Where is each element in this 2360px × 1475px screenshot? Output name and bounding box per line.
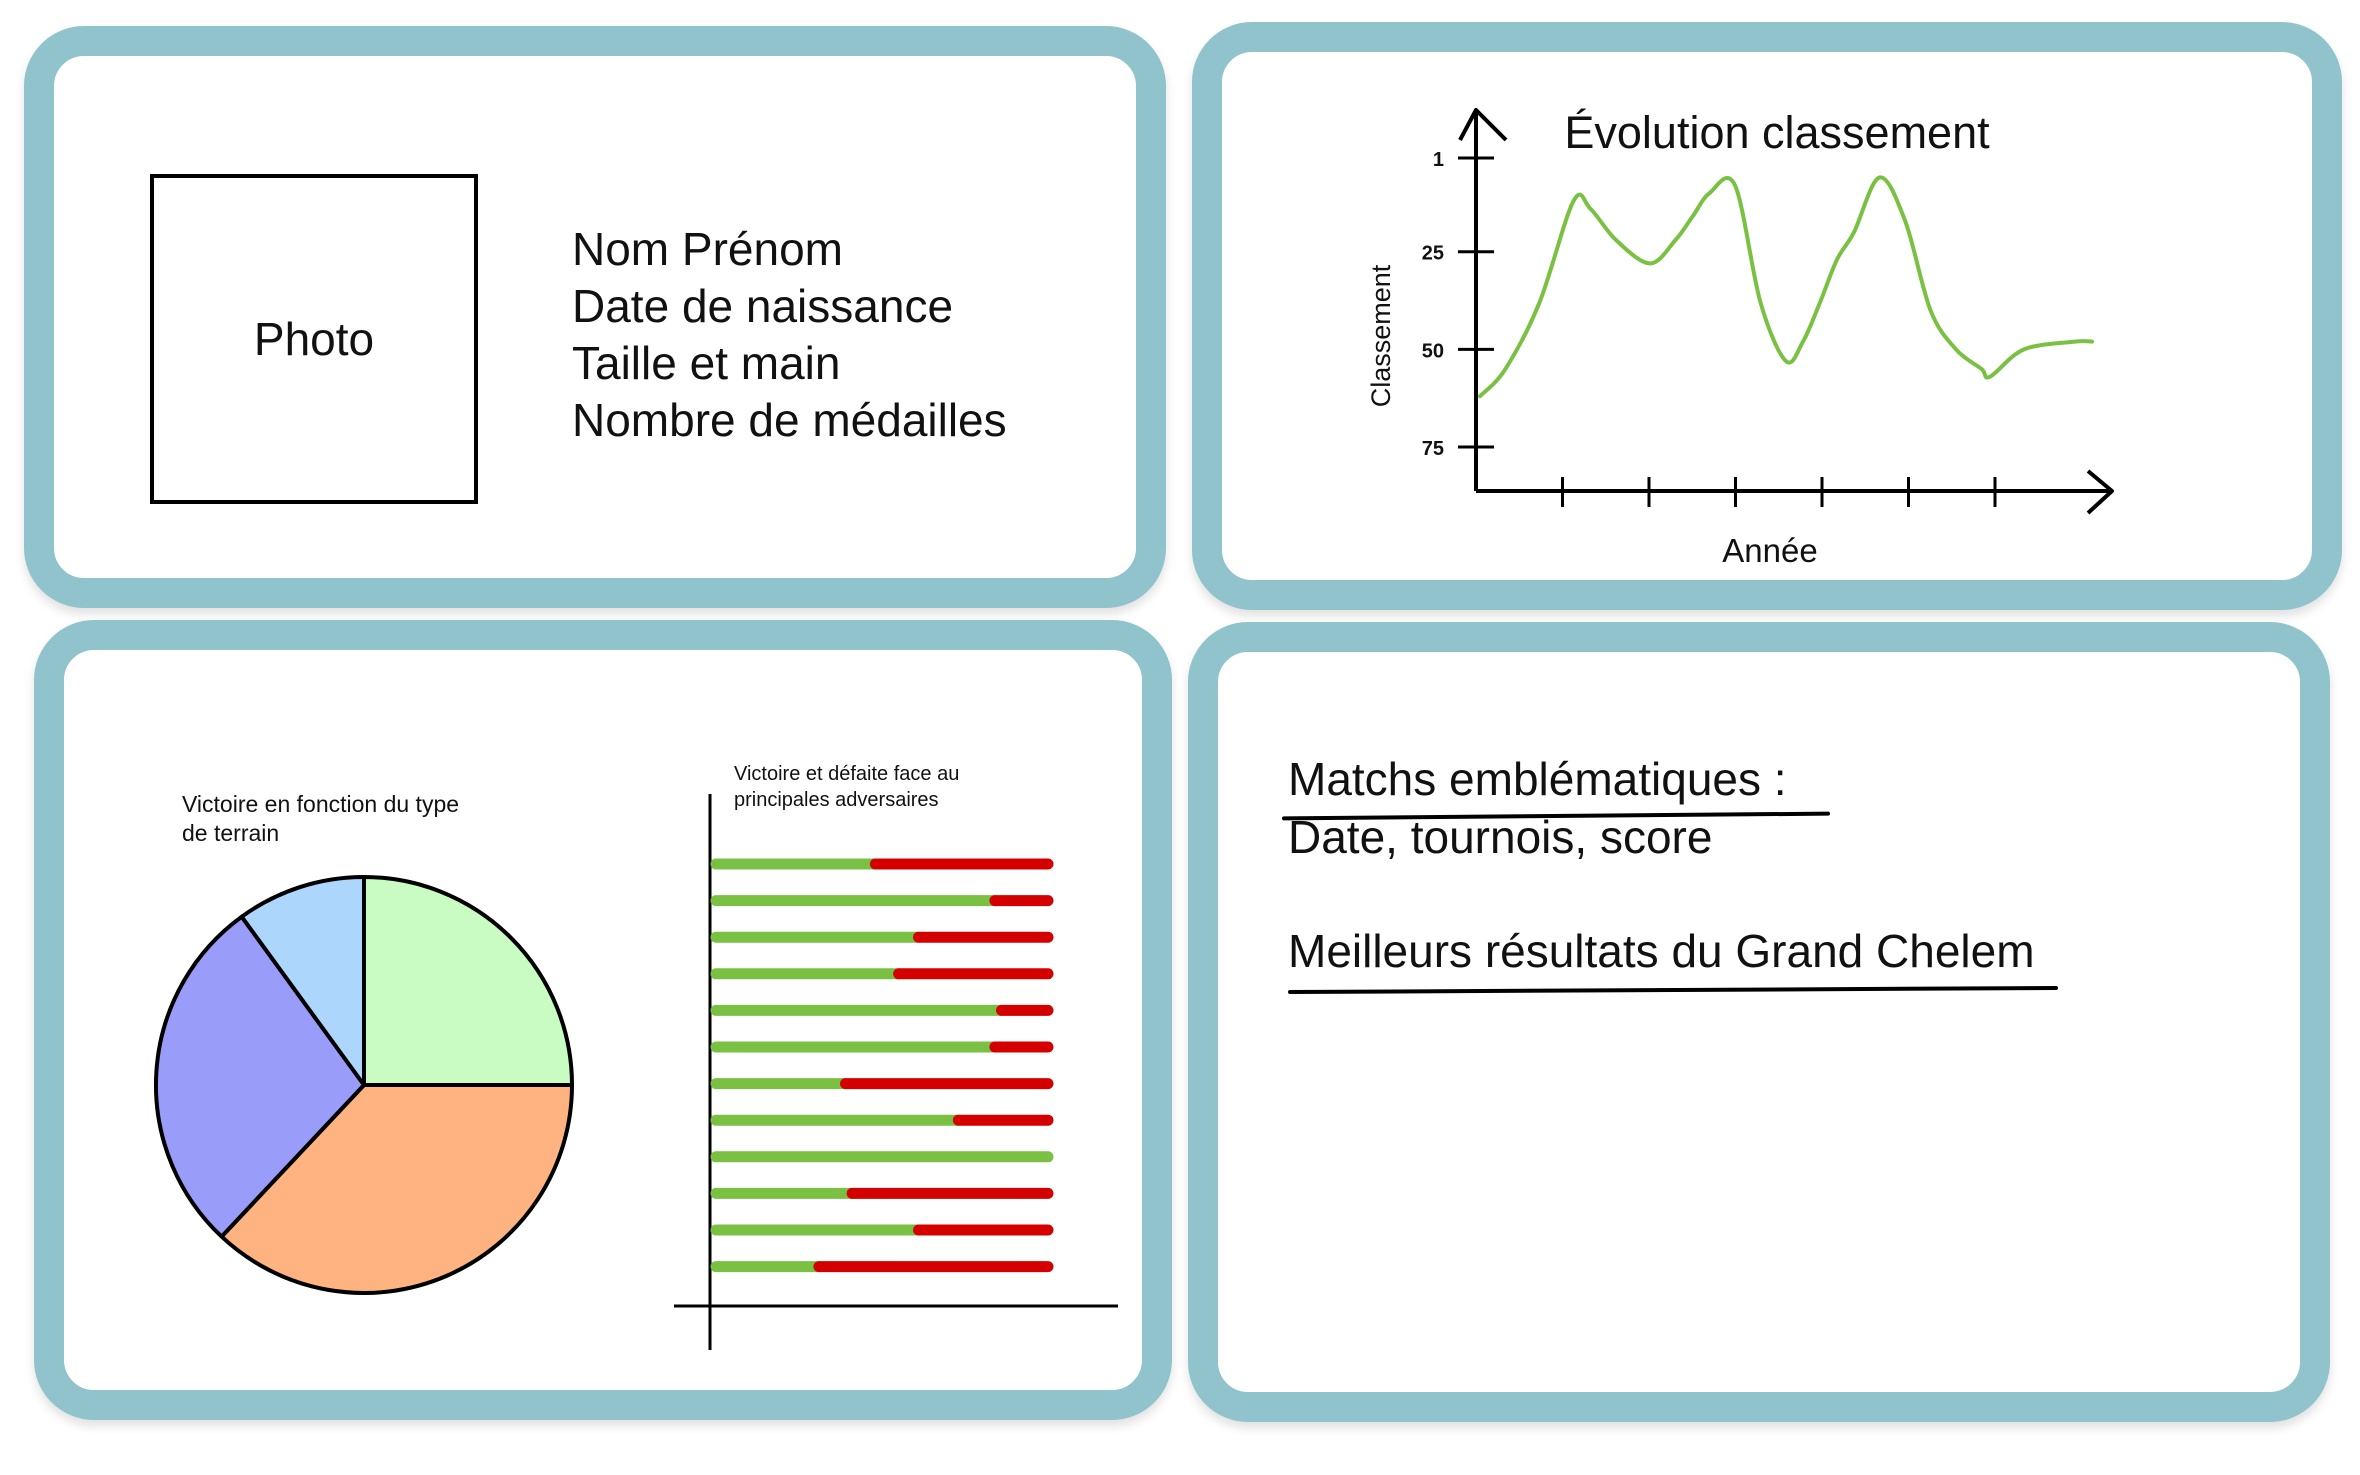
pie-slice xyxy=(219,1083,574,1295)
ranking-y-label: Classement xyxy=(1366,264,1396,407)
ranking-series xyxy=(1478,175,2094,399)
player-info-list: Nom Prénom Date de naissance Taille et m… xyxy=(572,221,1007,449)
grand-slam-heading-underline xyxy=(1287,985,2059,995)
profile-card: Photo Nom Prénom Date de naissance Taill… xyxy=(24,26,1166,608)
grand-slam-heading: Meilleurs résultats du Grand Chelem xyxy=(1288,925,2035,977)
ranking-chart: Évolution classement Classement Année 1 2… xyxy=(1366,107,2114,569)
pie-chart xyxy=(154,874,574,1295)
photo-placeholder: Photo xyxy=(150,174,478,504)
pie-title-line-1: Victoire en fonction du type xyxy=(182,791,459,817)
ranking-y-tick-label: 50 xyxy=(1422,340,1444,362)
ranking-y-arrow xyxy=(1458,108,1508,142)
info-medals: Nombre de médailles xyxy=(572,394,1007,446)
pie-title-line-2: de terrain xyxy=(182,820,279,846)
pie-slice xyxy=(154,914,366,1239)
stats-charts: Victoire en fonction du type de terrain … xyxy=(154,763,1118,1350)
info-birthdate: Date de naissance xyxy=(572,280,954,332)
matches-heading: Matchs emblématiques : xyxy=(1288,753,1787,805)
stats-card: Victoire en fonction du type de terrain … xyxy=(34,620,1172,1420)
ranking-x-arrow xyxy=(2086,469,2114,515)
bars-title-line-2: principales adversaires xyxy=(734,789,939,811)
ranking-y-tick-label: 1 xyxy=(1433,149,1444,171)
info-height-hand: Taille et main xyxy=(572,337,841,389)
matches-subline: Date, tournois, score xyxy=(1288,811,1713,863)
ranking-chart-title: Évolution classement xyxy=(1564,107,1990,158)
ranking-y-tick-label: 25 xyxy=(1422,243,1444,265)
ranking-line xyxy=(1478,175,2094,399)
matches-card: Matchs emblématiques : Date, tournois, s… xyxy=(1188,622,2330,1422)
bars-title: Victoire et défaite face au principales … xyxy=(734,763,959,811)
pie-slice xyxy=(362,875,574,1087)
info-name: Nom Prénom xyxy=(572,223,843,275)
ranking-axes xyxy=(1458,108,2114,515)
photo-label: Photo xyxy=(253,313,375,365)
ranking-x-ticks xyxy=(1561,477,1997,507)
ranking-y-tick-label: 75 xyxy=(1422,438,1444,460)
bars-axes xyxy=(674,794,1118,1350)
ranking-x-label: Année xyxy=(1722,532,1817,569)
bars-title-line-1: Victoire et défaite face au xyxy=(734,763,959,785)
ranking-y-ticks: 1 25 50 75 xyxy=(1422,149,1494,460)
bars-chart xyxy=(710,858,1054,1273)
pie-slice xyxy=(239,874,366,1087)
pie-title: Victoire en fonction du type de terrain xyxy=(182,791,459,846)
ranking-card: Évolution classement Classement Année 1 2… xyxy=(1192,22,2342,610)
